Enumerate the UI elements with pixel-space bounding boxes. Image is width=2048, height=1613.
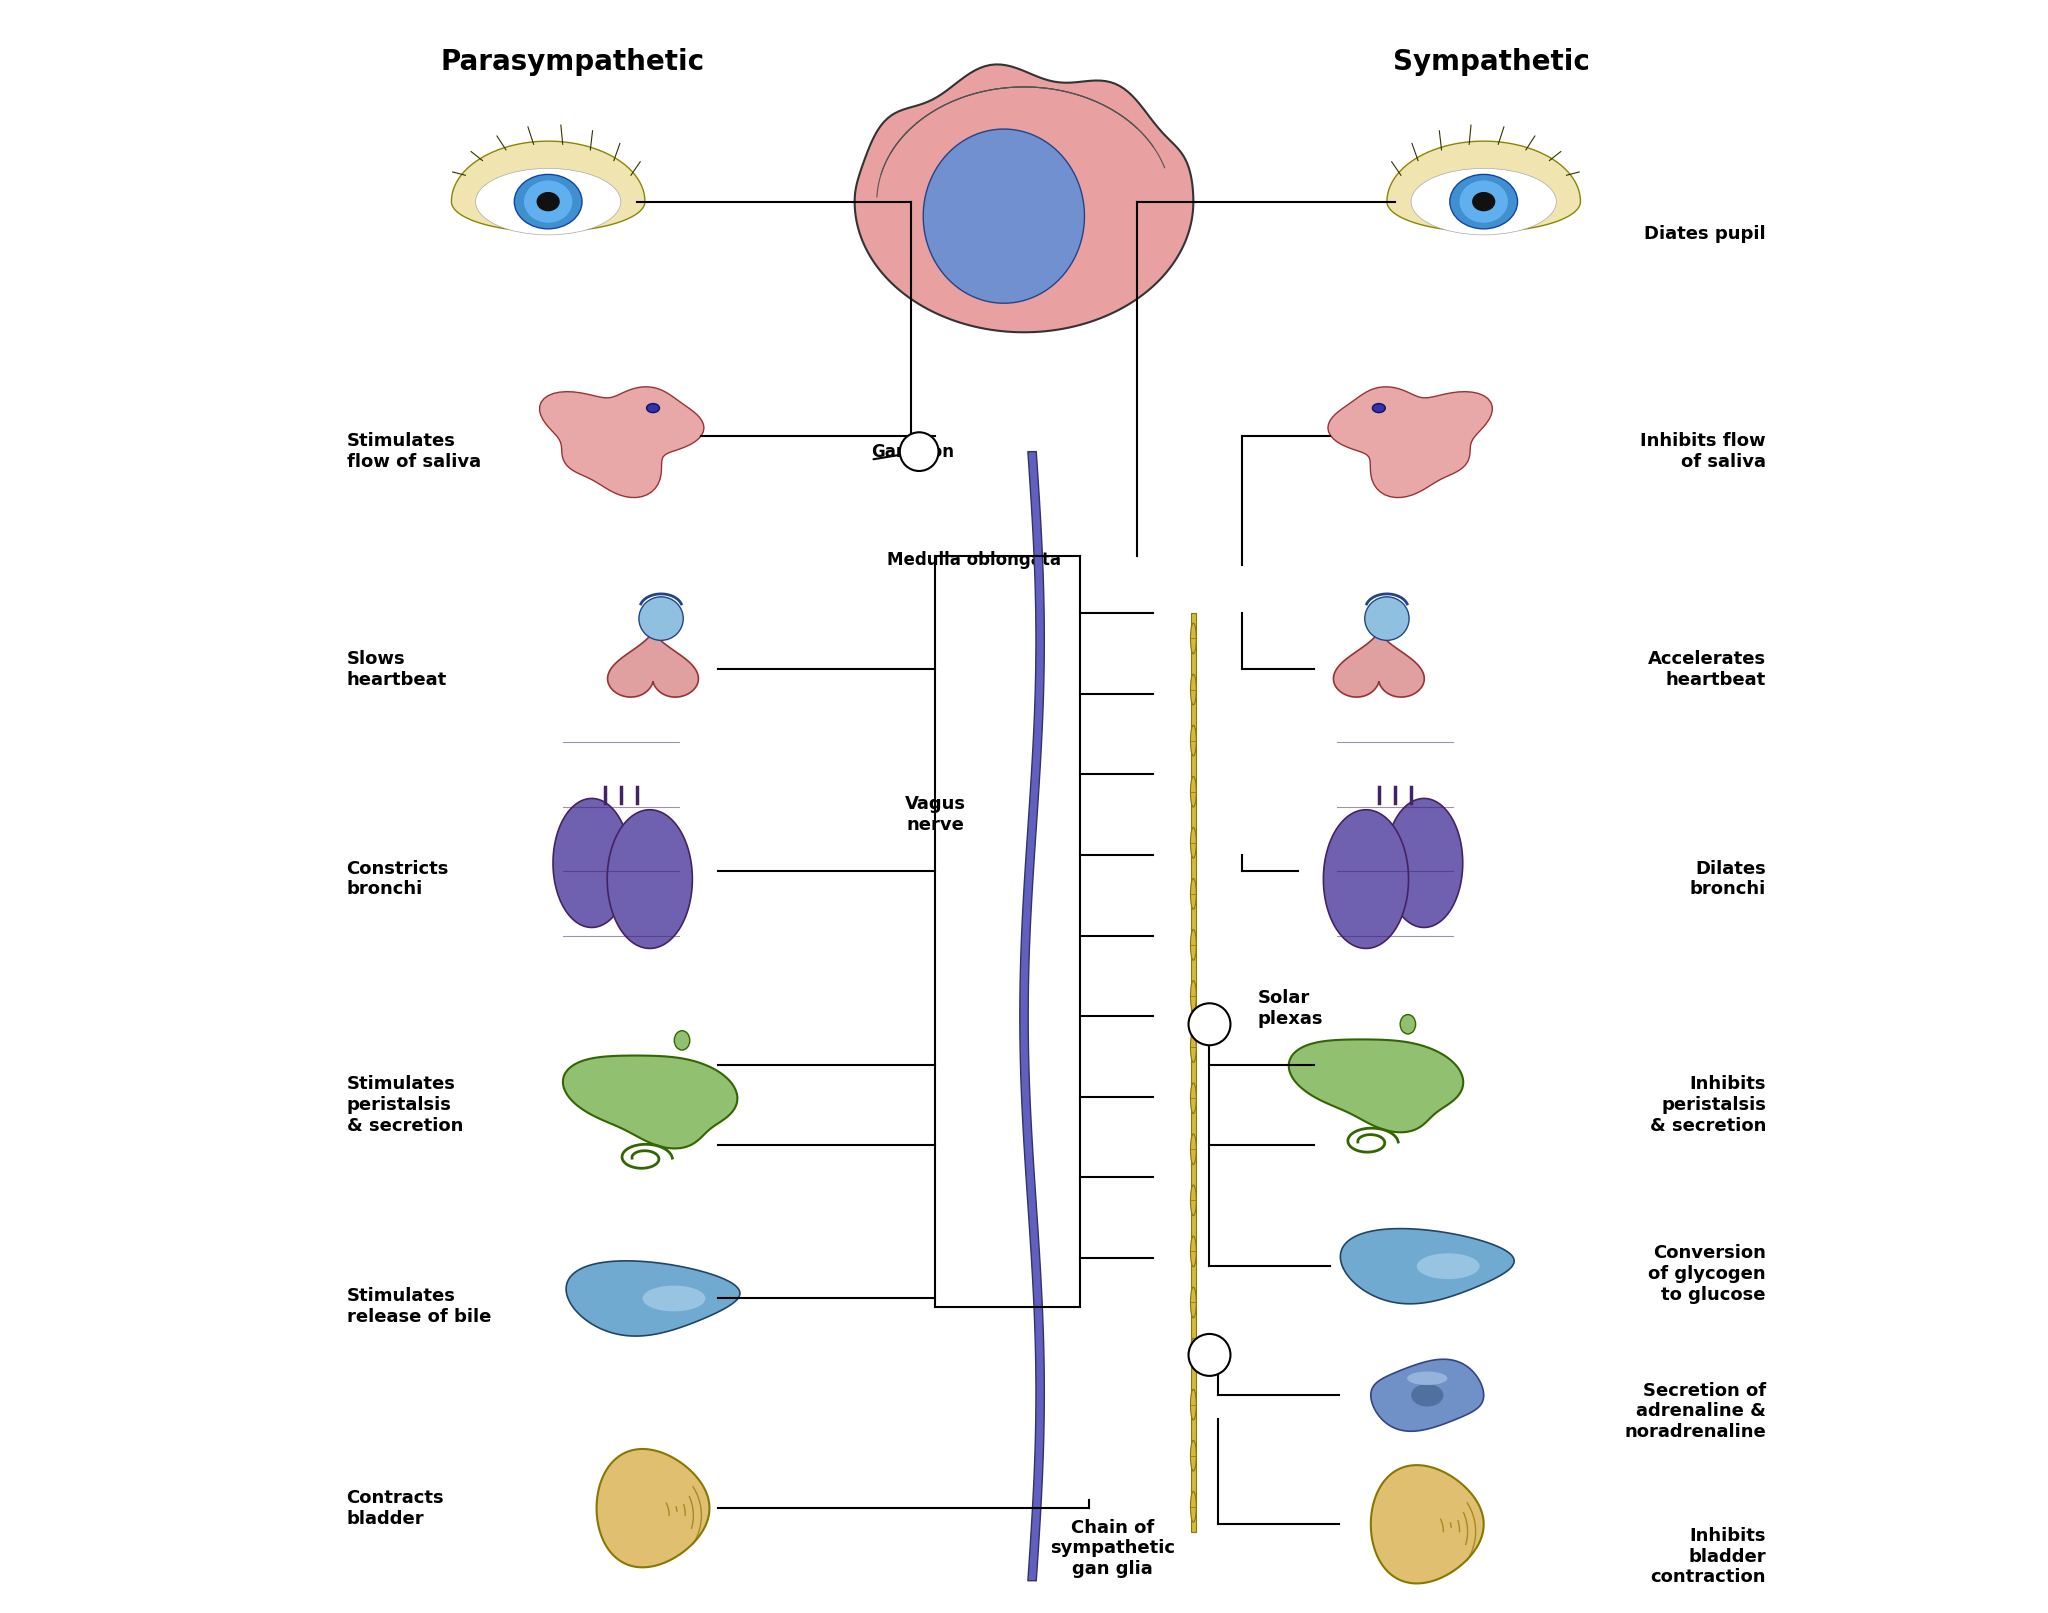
Ellipse shape (639, 597, 684, 640)
Text: Chain of
sympathetic
gan glia: Chain of sympathetic gan glia (1051, 1519, 1176, 1578)
Text: Secretion of
adrenaline &
noradrenaline: Secretion of adrenaline & noradrenaline (1624, 1382, 1765, 1440)
Ellipse shape (1190, 929, 1196, 960)
Polygon shape (1386, 142, 1581, 232)
Text: Sympathetic: Sympathetic (1393, 48, 1589, 76)
Text: Inhibits
bladder
contraction: Inhibits bladder contraction (1651, 1528, 1765, 1586)
Text: Conversion
of glycogen
to glucose: Conversion of glycogen to glucose (1649, 1245, 1765, 1303)
Polygon shape (1333, 631, 1423, 697)
Polygon shape (1323, 810, 1409, 948)
Text: Stimulates
release of bile: Stimulates release of bile (346, 1287, 492, 1326)
Polygon shape (606, 810, 692, 948)
Text: Constricts
bronchi: Constricts bronchi (346, 860, 449, 898)
Ellipse shape (1372, 403, 1384, 413)
Polygon shape (1339, 1229, 1513, 1303)
Ellipse shape (1190, 879, 1196, 910)
Text: Stimulates
peristalsis
& secretion: Stimulates peristalsis & secretion (346, 1076, 463, 1134)
Circle shape (899, 432, 938, 471)
Ellipse shape (1190, 674, 1196, 705)
Ellipse shape (475, 168, 621, 235)
Ellipse shape (1411, 168, 1556, 235)
Text: Diates pupil: Diates pupil (1645, 224, 1765, 244)
Text: Parasympathetic: Parasympathetic (440, 48, 705, 76)
Ellipse shape (1450, 174, 1518, 229)
Ellipse shape (1190, 981, 1196, 1011)
Polygon shape (553, 798, 631, 927)
Ellipse shape (1190, 1134, 1196, 1165)
Polygon shape (563, 1055, 737, 1148)
Text: Ganglion: Ganglion (870, 442, 954, 461)
Text: Accelerates
heartbeat: Accelerates heartbeat (1649, 650, 1765, 689)
Ellipse shape (1190, 1236, 1196, 1266)
Ellipse shape (524, 181, 571, 223)
Ellipse shape (1190, 1339, 1196, 1369)
Polygon shape (924, 129, 1085, 303)
Ellipse shape (1364, 597, 1409, 640)
Ellipse shape (1411, 1384, 1444, 1407)
Text: Inhibits
peristalsis
& secretion: Inhibits peristalsis & secretion (1649, 1076, 1765, 1134)
Polygon shape (854, 65, 1194, 332)
Circle shape (1188, 1003, 1231, 1045)
Text: Solar
plexas: Solar plexas (1257, 989, 1323, 1027)
Ellipse shape (1473, 192, 1495, 211)
Ellipse shape (647, 403, 659, 413)
Text: Dilates
bronchi: Dilates bronchi (1690, 860, 1765, 898)
Ellipse shape (1190, 623, 1196, 653)
Polygon shape (1192, 613, 1196, 1532)
Ellipse shape (1417, 1253, 1479, 1279)
Circle shape (1188, 1334, 1231, 1376)
Polygon shape (1370, 1360, 1483, 1431)
Polygon shape (608, 631, 698, 697)
Text: Slows
heartbeat: Slows heartbeat (346, 650, 446, 689)
Ellipse shape (1460, 181, 1507, 223)
Ellipse shape (1190, 776, 1196, 806)
Ellipse shape (1401, 1015, 1415, 1034)
Ellipse shape (1407, 1371, 1448, 1386)
Polygon shape (1370, 1465, 1483, 1584)
Ellipse shape (1190, 1082, 1196, 1113)
Polygon shape (1020, 452, 1044, 1581)
Ellipse shape (643, 1286, 705, 1311)
Polygon shape (596, 1448, 709, 1568)
Ellipse shape (1190, 1440, 1196, 1471)
Ellipse shape (1190, 1492, 1196, 1523)
Polygon shape (451, 142, 645, 232)
Ellipse shape (1190, 1287, 1196, 1318)
Polygon shape (1327, 387, 1493, 497)
Text: Stimulates
flow of saliva: Stimulates flow of saliva (346, 432, 481, 471)
Polygon shape (1384, 798, 1462, 927)
Polygon shape (565, 1261, 739, 1336)
Text: Contracts
bladder: Contracts bladder (346, 1489, 444, 1528)
Ellipse shape (1190, 726, 1196, 756)
Ellipse shape (1190, 1186, 1196, 1216)
Text: Inhibits flow
of saliva: Inhibits flow of saliva (1640, 432, 1765, 471)
Polygon shape (539, 387, 705, 497)
Ellipse shape (1190, 827, 1196, 858)
Ellipse shape (537, 192, 559, 211)
Ellipse shape (1190, 1032, 1196, 1063)
Text: Vagus
nerve: Vagus nerve (905, 795, 967, 834)
Ellipse shape (674, 1031, 690, 1050)
Text: Medulla oblongata: Medulla oblongata (887, 550, 1061, 569)
Ellipse shape (1190, 1389, 1196, 1419)
Polygon shape (1288, 1039, 1462, 1132)
Ellipse shape (514, 174, 582, 229)
